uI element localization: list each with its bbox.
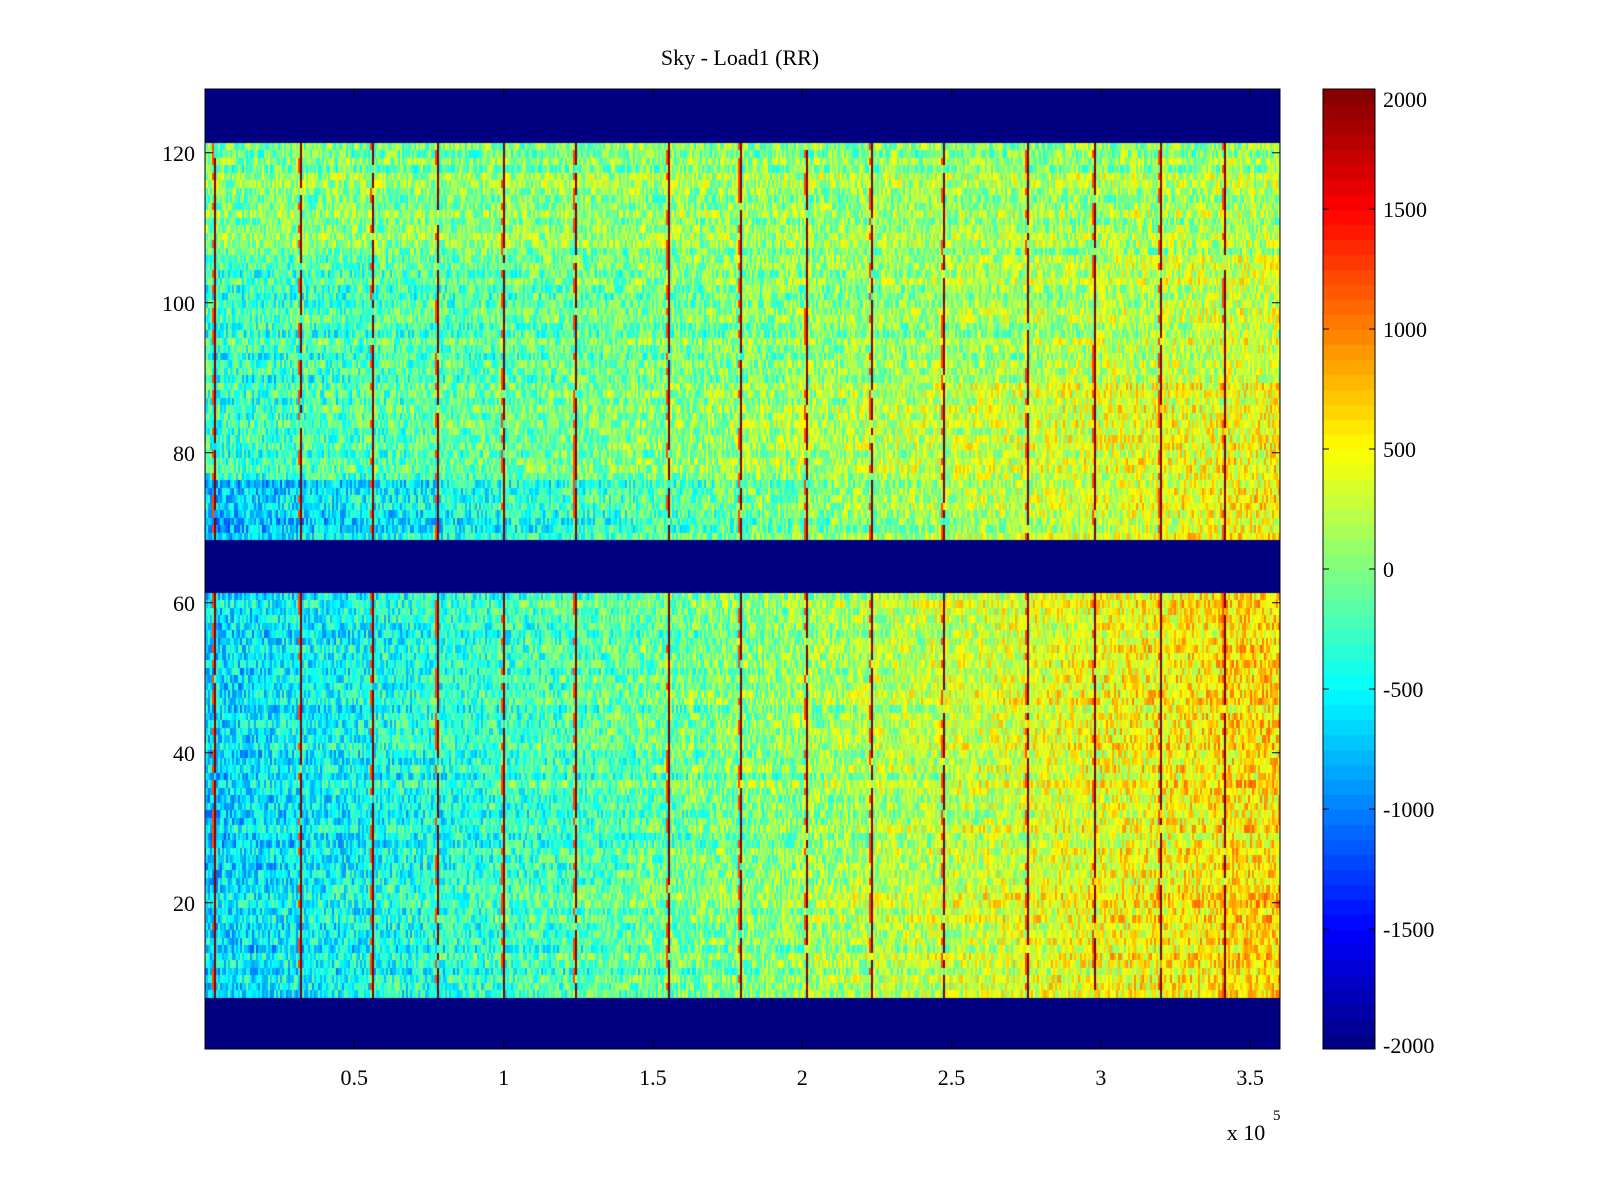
colorbar-tick-label: 0: [1383, 557, 1394, 582]
y-tick-label: 20: [173, 891, 195, 916]
colorbar-tick-label: 2000: [1383, 87, 1427, 112]
x-tick-label: 1.5: [639, 1065, 667, 1090]
colorbar: -2000 -1500 -1000 -500 0 500 1000 1500 2000: [1322, 87, 1434, 1058]
x-tick-label: 0.5: [341, 1065, 369, 1090]
y-tick-label: 60: [173, 591, 195, 616]
colorbar-tick-label: 500: [1383, 437, 1416, 462]
colorbar-gradient: [1323, 89, 1375, 1049]
colorbar-tick-label: -1500: [1383, 917, 1434, 942]
x-tick-label: 1: [498, 1065, 509, 1090]
x-exponent-superscript: 5: [1273, 1108, 1281, 1124]
colorbar-tick-label: -2000: [1383, 1033, 1434, 1058]
colorbar-axis: -2000 -1500 -1000 -500 0 500 1000 1500 2000: [1323, 87, 1434, 1058]
x-tick-label: 3: [1095, 1065, 1106, 1090]
y-axis: 20 40 60 80 100 120: [162, 141, 1280, 916]
y-tick-label: 40: [173, 741, 195, 766]
x-tick-label: 3.5: [1236, 1065, 1264, 1090]
heatmap-image: [205, 89, 1280, 1049]
x-axis: 0.5 1 1.5 2 2.5 3 3.5: [341, 89, 1264, 1090]
colorbar-tick-label: 1500: [1383, 197, 1427, 222]
x-tick-label: 2: [797, 1065, 808, 1090]
y-tick-label: 120: [162, 141, 195, 166]
colorbar-tick-label: -500: [1383, 677, 1423, 702]
y-tick-label: 80: [173, 441, 195, 466]
colorbar-tick-label: 1000: [1383, 317, 1427, 342]
x-exponent-label: x 10: [1227, 1120, 1266, 1145]
plot-frame: [204, 88, 1281, 1050]
colorbar-tick-label: -1000: [1383, 797, 1434, 822]
x-tick-label: 2.5: [938, 1065, 966, 1090]
plot-area: 0.5 1 1.5 2 2.5 3 3.5 20 40 60 80 100 120 x 10 5: [162, 88, 1281, 1145]
chart-title: Sky - Load1 (RR): [661, 45, 819, 70]
y-tick-label: 100: [162, 291, 195, 316]
